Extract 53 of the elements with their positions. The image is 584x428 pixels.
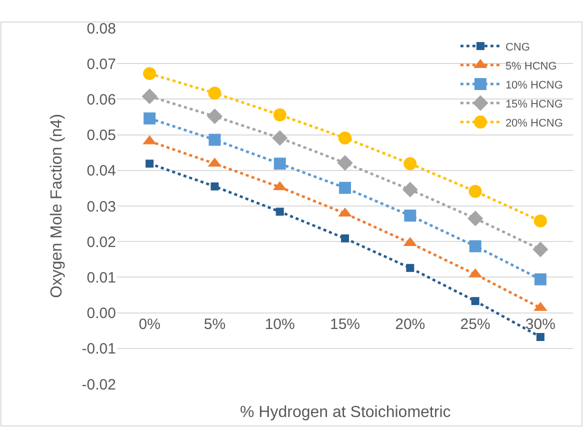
y-tick-label: -0.01 [82,340,116,358]
point [142,88,158,104]
y-tick-label: 0.00 [86,305,116,322]
legend-label: 5% HCNG [505,60,557,72]
legend-label: 10% HCNG [505,79,563,92]
legend-label: CNG [505,41,530,54]
point [143,67,156,80]
point [404,157,417,170]
point [210,182,219,190]
point [276,208,284,216]
point [471,297,480,306]
legend-label: 15% HCNG [505,98,563,110]
point [208,134,221,146]
legend-label: 20% HCNG [505,117,563,130]
point [146,160,154,168]
point [402,182,418,198]
point [469,240,482,252]
point [341,234,349,242]
point [337,155,353,171]
x-tick-label: 15% [330,316,360,333]
point [404,210,416,222]
y-tick-label: 0.03 [86,198,116,216]
point [406,264,414,272]
y-tick-label: 0.01 [86,269,116,286]
point [144,112,156,124]
x-tick-label: 5% [204,316,226,333]
y-tick-label: 0.07 [86,56,116,73]
y-tick-label: 0.02 [86,234,116,251]
point [272,130,288,146]
point [534,273,546,286]
point [274,158,286,170]
point [206,108,223,124]
point [532,242,548,258]
y-axis-title: Oxygen Mole Faction (n4) [48,114,66,298]
y-tick-label: 0.04 [86,162,116,180]
point [338,132,352,144]
x-axis-title: % Hydrogen at Stoichiometric [240,404,451,421]
y-tick-label: -0.02 [82,376,116,394]
point [273,108,286,122]
x-tick-label: 30% [525,316,556,333]
y-tick-label: 0.08 [86,20,116,38]
point [536,333,544,342]
point [339,182,351,194]
x-tick-label: 25% [460,316,490,333]
point [208,86,222,100]
x-tick-label: 0% [138,316,160,333]
point [468,184,482,198]
x-tick-label: 10% [264,316,295,333]
y-tick-label: 0.05 [86,127,116,144]
x-tick-label: 20% [395,316,426,333]
point [534,214,547,228]
y-tick-label: 0.06 [86,91,116,108]
point [467,210,484,226]
